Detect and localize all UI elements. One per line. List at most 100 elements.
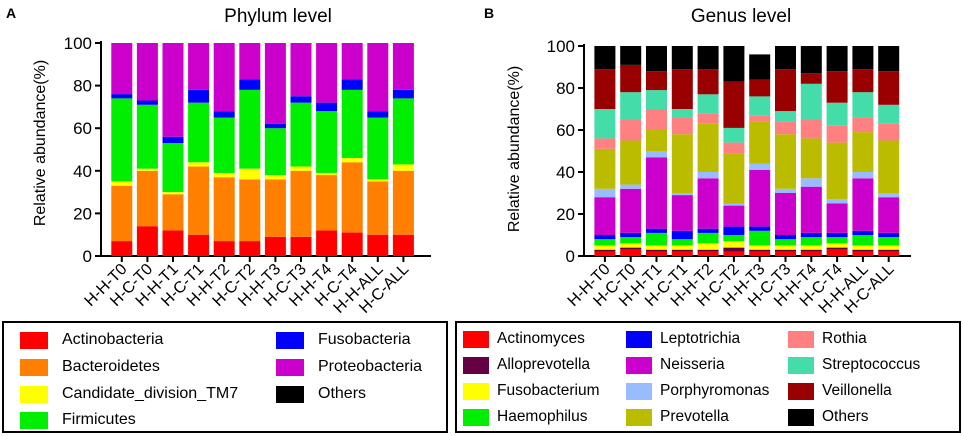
panel-b-bar-segment-rothia xyxy=(826,125,848,143)
panel-b-chart: 020406080100H-H-T0H-C-T0H-H-T1H-C-T1H-H-… xyxy=(547,37,911,317)
panel-b-bar-segment-haemophilus xyxy=(671,239,693,246)
legend-item-phylum-actinobacteria: Actinobacteria xyxy=(20,329,163,351)
panel-b-bar-segment-porphyromonas xyxy=(594,188,616,198)
panel-b-bar-segment-actinomyces xyxy=(775,251,796,256)
panel-a-bar-segment-firmicutes xyxy=(239,89,261,169)
panel-a-bar-segment-fusobacteria xyxy=(188,89,210,103)
legend-item-genus-porphyromonas: Porphyromonas xyxy=(626,380,769,402)
panel-a-bar-segment-firmicutes xyxy=(341,89,363,159)
panel-b-bar-segment-actinomyces xyxy=(878,251,900,256)
panel-b-bar-segment-prevotella xyxy=(775,134,796,189)
panel-b-bar-segment-streptococcus xyxy=(620,92,642,120)
panel-b-bar-segment-veillonella xyxy=(620,64,642,93)
legend-label: Veillonella xyxy=(822,382,892,399)
panel-b-bar-segment-rothia xyxy=(671,117,693,135)
panel-b-bar-segment-veillonella xyxy=(749,79,771,97)
panel-b-bar-segment-leptotrichia xyxy=(594,235,616,240)
legend-item-phylum-fusobacteria: Fusobacteria xyxy=(276,329,411,351)
panel-b-bar-segment-leptotrichia xyxy=(800,232,822,238)
panel-a-bar-segment-fusobacteria xyxy=(290,96,312,103)
panel-b-bar-segment-alloprevotella xyxy=(723,247,745,252)
panel-b-bar-segment-prevotella xyxy=(723,153,745,204)
panel-b-bar-segment-haemophilus xyxy=(646,232,667,246)
legend-label: Haemophilus xyxy=(497,408,588,425)
panel-a-bar-segment-actinobacteria xyxy=(341,232,363,256)
panel-a-bar-segment-bacteroidetes xyxy=(111,185,133,242)
panel-b-bar-segment-veillonella xyxy=(646,71,667,91)
panel-a-bar-segment-bacteroidetes xyxy=(188,166,210,235)
panel-a-chart: 020406080100H-H-T0H-C-T0H-H-T1H-C-T1H-H-… xyxy=(64,34,431,317)
panel-b-bar-segment-porphyromonas xyxy=(749,163,771,170)
panel-a-bar-segment-actinobacteria xyxy=(290,236,312,256)
panel-a-bar-segment-firmicutes xyxy=(188,102,210,163)
panel-b-bar-segment-porphyromonas xyxy=(826,199,848,204)
panel-b-bar-segment-streptococcus xyxy=(697,94,719,114)
panel-a-bar-segment-fusobacteria xyxy=(392,89,414,99)
panel-b-bar-segment-alloprevotella xyxy=(878,249,900,252)
panel-b-y-tick-label: 80 xyxy=(556,79,575,98)
legend-label: Prevotella xyxy=(660,408,729,425)
panel-b-bar-segment-fusobacterium xyxy=(646,245,667,250)
panel-a-bar-segment-bacteroidetes xyxy=(239,179,261,242)
panel-b-bar-segment-veillonella xyxy=(826,71,848,103)
panel-a-bar-segment-candidate-division-tm7 xyxy=(392,164,414,171)
panel-b-bar-segment-neisseria xyxy=(826,203,848,233)
panel-b-bar-segment-leptotrichia xyxy=(775,235,796,240)
legend-label: Others xyxy=(318,385,367,402)
panel-a-bar-segment-bacteroidetes xyxy=(136,170,158,227)
panel-a-bar-segment-proteobacteria xyxy=(111,43,133,95)
panel-b-bar-segment-porphyromonas xyxy=(620,184,642,189)
panel-b-bar-segment-prevotella xyxy=(878,140,900,193)
panel-a-bar-segment-fusobacteria xyxy=(341,79,363,90)
panel-b-bar-segment-prevotella xyxy=(749,121,771,164)
panel-b-bar-segment-actinomyces xyxy=(826,249,848,256)
legend-item-genus-neisseria: Neisseria xyxy=(626,354,725,376)
panel-b-bar-segment-others xyxy=(620,46,642,65)
panel-b-bar-segment-rothia xyxy=(800,119,822,139)
panel-b-bar-segment-actinomyces xyxy=(723,251,745,256)
legend-genus: Actinomyces Alloprevotella Fusobacterium Ha… xyxy=(455,321,961,433)
legend-item-genus-streptococcus: Streptococcus xyxy=(788,354,920,376)
panel-b-bar-segment-alloprevotella xyxy=(671,249,693,252)
legend-swatch xyxy=(463,356,489,374)
panel-b-bar-segment-actinomyces xyxy=(620,249,642,256)
panel-b-bar-segment-veillonella xyxy=(775,69,796,112)
legend-label: Fusobacteria xyxy=(318,331,411,348)
legend-label: Streptococcus xyxy=(822,356,921,373)
panel-a-bar-segment-fusobacteria xyxy=(367,111,389,118)
panel-b-bar-segment-streptococcus xyxy=(594,109,616,139)
panel-a-bar-segment-bacteroidetes xyxy=(316,175,338,231)
legend-item-genus-others: Others xyxy=(788,406,869,428)
legend-item-phylum-firmicutes: Firmicutes xyxy=(20,409,136,431)
panel-b-bar-segment-leptotrichia xyxy=(826,232,848,238)
panel-b-title: Genus level xyxy=(691,6,791,27)
panel-a-bar-segment-fusobacteria xyxy=(136,100,158,105)
panel-a-bar-segment-fusobacteria xyxy=(316,102,338,112)
legend-item-phylum-bacteroidetes: Bacteroidetes xyxy=(20,356,160,378)
panel-b-bar-segment-others xyxy=(878,46,900,72)
panel-a-bar-segment-firmicutes xyxy=(316,111,338,173)
panel-b-bar-segment-haemophilus xyxy=(878,237,900,246)
panel-b-bar-segment-others xyxy=(775,46,796,70)
panel-b-bar-segment-actinomyces xyxy=(800,251,822,256)
panel-b-bar-segment-streptococcus xyxy=(852,92,874,118)
panel-b-bar-segment-veillonella xyxy=(723,81,745,128)
panel-a-bar-segment-proteobacteria xyxy=(392,43,414,90)
panel-b-bar-segment-streptococcus xyxy=(749,96,771,116)
panel-b-bar-segment-haemophilus xyxy=(723,235,745,242)
legend-swatch xyxy=(626,330,652,348)
legend-swatch xyxy=(276,358,304,376)
legend-item-genus-actinomyces: Actinomyces xyxy=(463,328,585,350)
panel-a-bar-segment-bacteroidetes xyxy=(213,177,235,242)
legend-swatch xyxy=(463,382,489,400)
panel-b-bar-segment-neisseria xyxy=(878,197,900,233)
panel-a-bar-segment-proteobacteria xyxy=(136,43,158,101)
panel-b-bar-segment-leptotrichia xyxy=(697,228,719,233)
panel-b-bar-segment-haemophilus xyxy=(826,237,848,244)
panel-a-bar-segment-bacteroidetes xyxy=(264,179,286,237)
panel-b-bar-segment-neisseria xyxy=(775,193,796,235)
panel-a-bar-segment-proteobacteria xyxy=(264,43,286,124)
legend-label: Firmicutes xyxy=(62,411,136,428)
panel-a-bar-segment-candidate-division-tm7 xyxy=(111,181,133,186)
